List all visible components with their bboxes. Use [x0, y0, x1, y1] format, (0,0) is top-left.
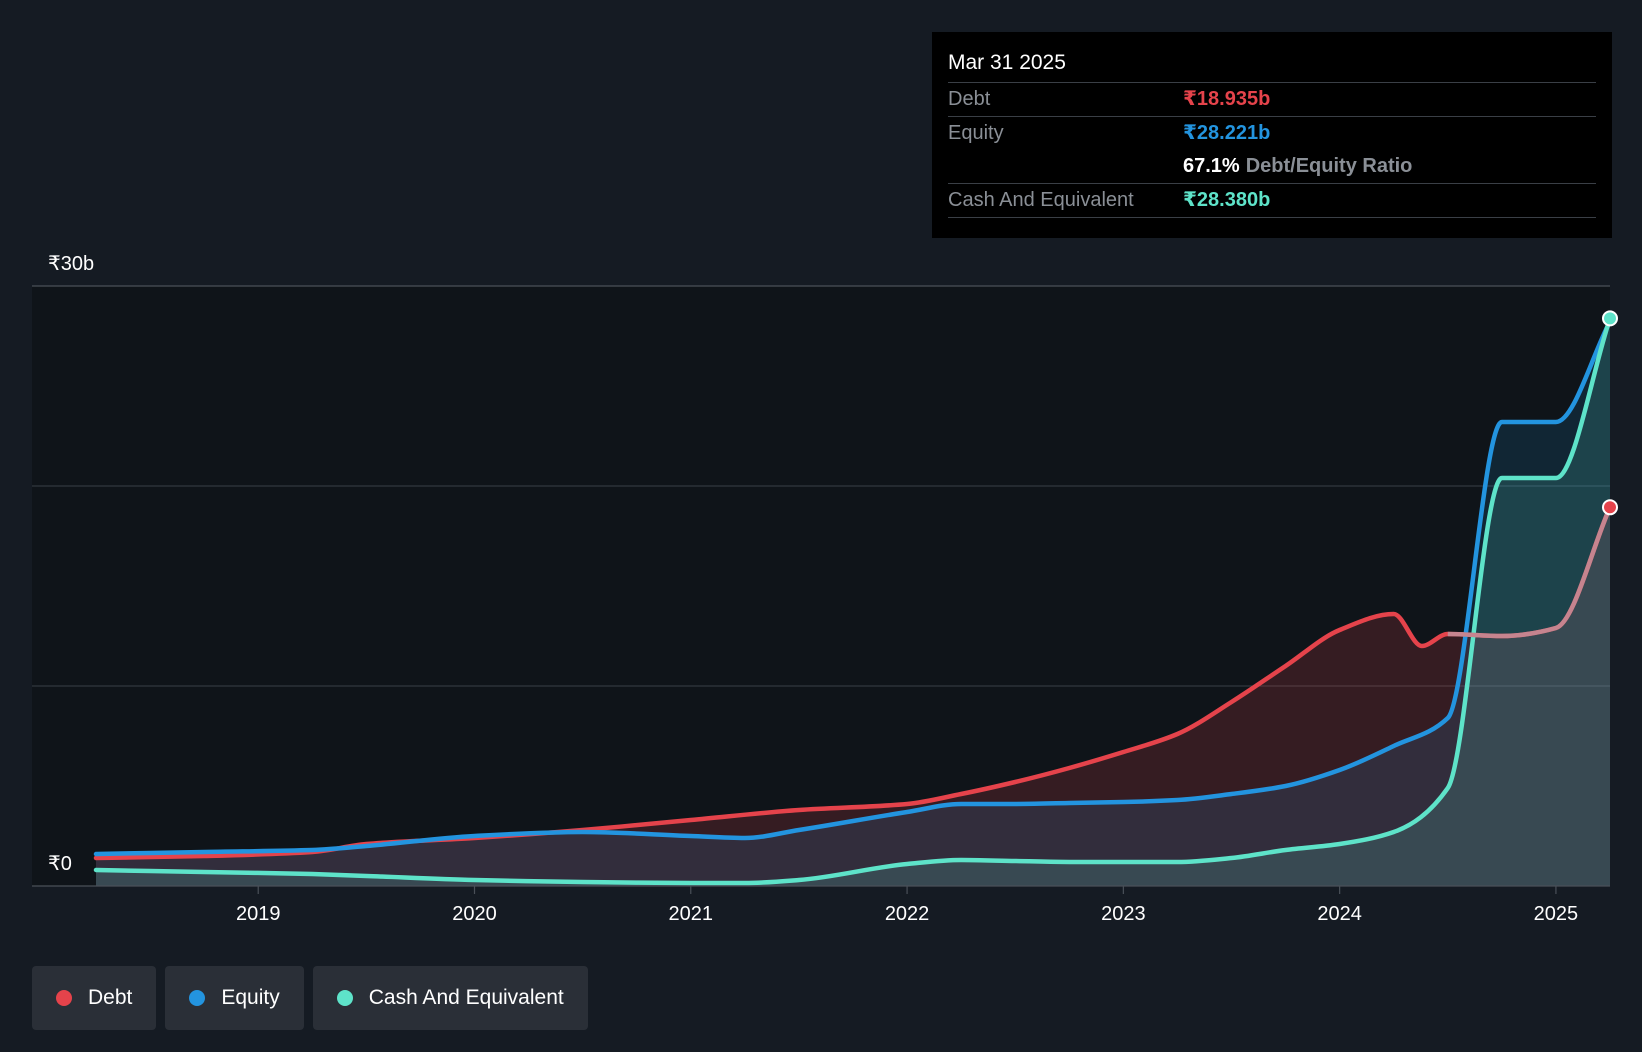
chart-legend: Debt Equity Cash And Equivalent — [32, 966, 588, 1030]
area-2 — [96, 318, 1610, 886]
legend-label-cash: Cash And Equivalent — [368, 986, 564, 1009]
end-point-cash-and-equivalent — [1602, 310, 1618, 327]
tooltip-debt-row: Debt ₹18.935b — [948, 83, 1596, 117]
legend-dot-cash — [336, 990, 353, 1006]
area-0 — [96, 507, 1610, 886]
y-axis-top-label: ₹30b — [48, 253, 94, 275]
grid-lines — [32, 285, 1610, 687]
tooltip-cash-value: ₹28.380b — [1183, 189, 1271, 211]
x-tick-label: 2021 — [669, 903, 714, 925]
end-point-debt — [1602, 499, 1618, 516]
legend-item-debt[interactable]: Debt — [32, 966, 157, 1030]
y-axis-zero-label: ₹0 — [48, 853, 72, 875]
tooltip-date: Mar 31 2025 — [948, 46, 1596, 83]
tooltip-ratio-value: 67.1% — [1183, 155, 1240, 177]
end-points — [1602, 310, 1618, 516]
legend-label-equity: Equity — [221, 986, 280, 1009]
tooltip-debt-value: ₹18.935b — [1183, 88, 1271, 110]
x-axis: 2019 2020 2021 2022 2023 2024 2025 — [32, 885, 1610, 925]
tooltip-cash-row: Cash And Equivalent ₹28.380b — [948, 184, 1596, 218]
line-equity — [93, 319, 1613, 857]
x-tick-label: 2025 — [1534, 903, 1579, 925]
tooltip-ratio-spacer — [948, 150, 1183, 183]
x-tick-label: 2019 — [236, 903, 281, 925]
plot-background — [32, 286, 1610, 886]
x-tick-label: 2023 — [1101, 903, 1146, 925]
series-areas — [96, 318, 1610, 887]
tooltip-debt-label: Debt — [948, 88, 991, 110]
x-tick-label: 2022 — [885, 903, 930, 925]
x-tick-label: 2020 — [452, 903, 497, 925]
x-tick-label: 2024 — [1317, 903, 1362, 925]
legend-item-equity[interactable]: Equity — [165, 966, 304, 1030]
area-1 — [96, 321, 1610, 887]
line-cash-and-equivalent — [93, 316, 1613, 886]
tooltip-equity-value: ₹28.221b — [1183, 122, 1271, 144]
tooltip-cash-label: Cash And Equivalent — [948, 189, 1134, 211]
tooltip-equity-label: Equity — [948, 122, 1004, 144]
tooltip-ratio-row: 67.1% Debt/Equity Ratio — [948, 150, 1596, 184]
legend-item-cash[interactable]: Cash And Equivalent — [312, 966, 588, 1030]
tooltip-ratio-label: Debt/Equity Ratio — [1245, 155, 1413, 177]
tooltip-equity-row: Equity ₹28.221b — [948, 117, 1596, 150]
series-lines — [93, 316, 1613, 886]
legend-dot-equity — [189, 990, 206, 1006]
legend-dot-debt — [56, 990, 72, 1006]
hover-tooltip: Mar 31 2025 Debt ₹18.935b Equity ₹28.221… — [932, 32, 1612, 238]
legend-label-debt: Debt — [88, 986, 133, 1009]
